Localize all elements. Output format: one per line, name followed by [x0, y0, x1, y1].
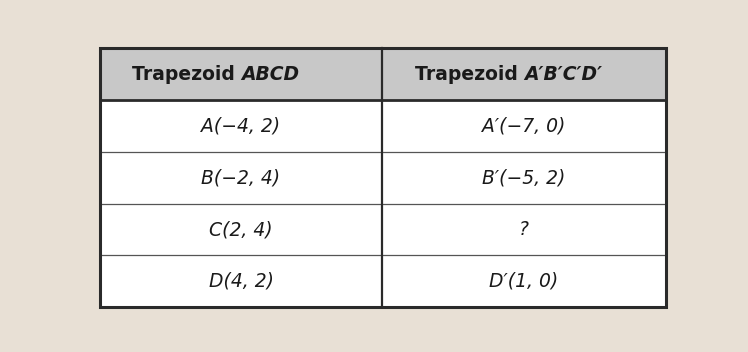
Text: A′B′C′D′: A′B′C′D′ — [524, 65, 602, 84]
Text: B(−2, 4): B(−2, 4) — [201, 168, 280, 187]
Text: B′(−5, 2): B′(−5, 2) — [482, 168, 565, 187]
Text: C(2, 4): C(2, 4) — [209, 220, 273, 239]
Text: Trapezoid: Trapezoid — [132, 65, 241, 84]
Text: ABCD: ABCD — [241, 65, 299, 84]
Text: A(−4, 2): A(−4, 2) — [201, 117, 280, 136]
Text: D′(1, 0): D′(1, 0) — [489, 272, 559, 291]
Text: D(4, 2): D(4, 2) — [209, 272, 274, 291]
Text: Trapezoid: Trapezoid — [414, 65, 524, 84]
Text: ?: ? — [519, 220, 529, 239]
Text: A′(−7, 0): A′(−7, 0) — [482, 117, 565, 136]
